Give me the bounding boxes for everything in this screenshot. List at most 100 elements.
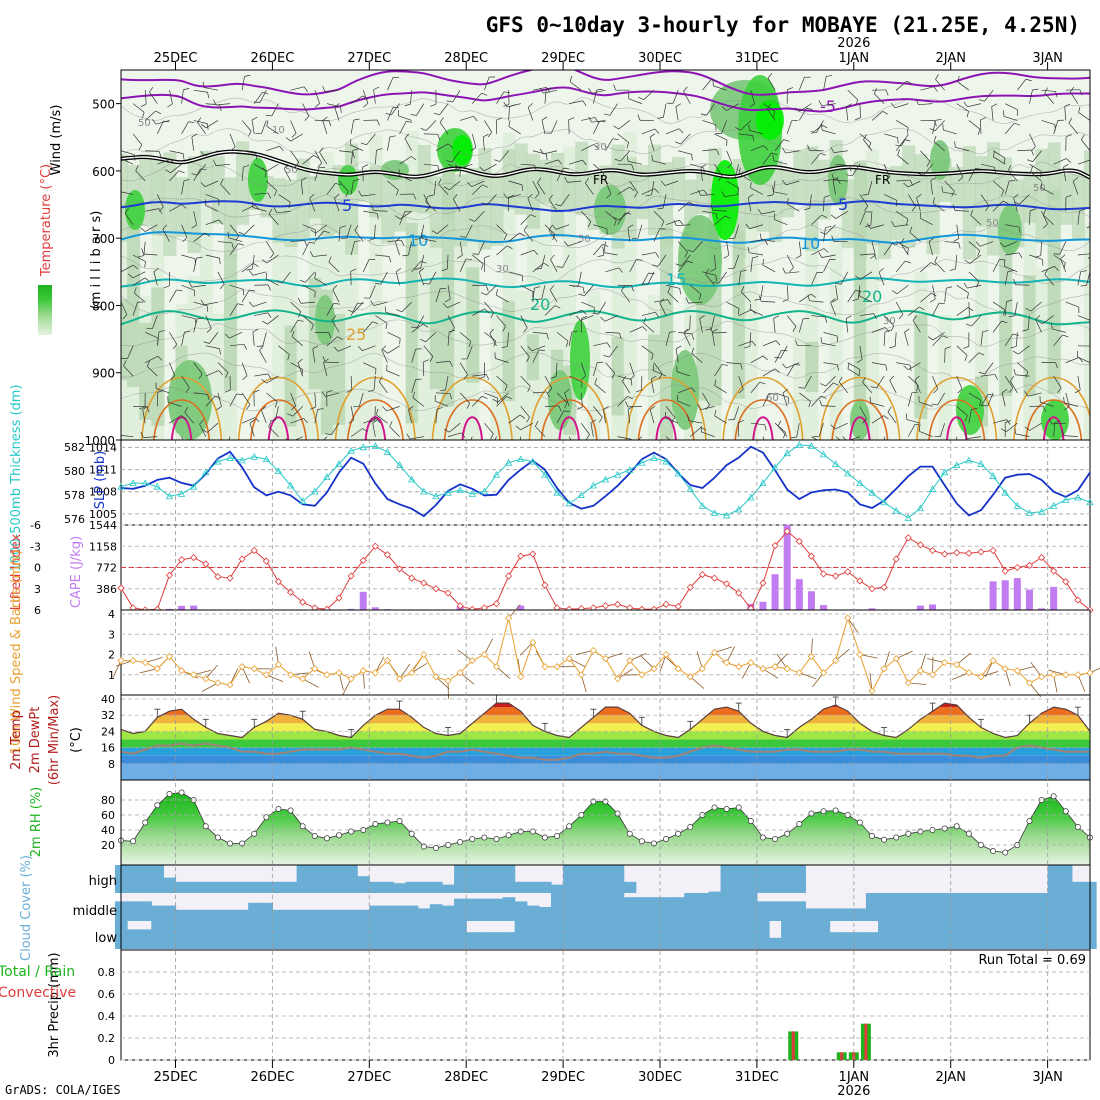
wind-barb	[387, 136, 391, 151]
rh-band-mid	[660, 227, 674, 440]
wind-barb-flag	[1006, 299, 1013, 302]
thickness-point	[747, 493, 755, 501]
wind-barb	[900, 243, 909, 256]
wind-barb	[692, 241, 703, 253]
wind-barb	[135, 170, 146, 182]
wind-barb-flag	[891, 221, 895, 227]
wind-barb-flag	[1013, 278, 1016, 285]
cloud-cover-bar	[684, 921, 697, 949]
wind-barb	[350, 144, 364, 152]
rh-point	[214, 834, 221, 841]
wind-barb-flag	[727, 163, 733, 169]
wind-barb-flag	[820, 383, 826, 387]
cloud-cover-bar	[938, 893, 952, 921]
wind-barb	[908, 306, 920, 316]
wind-barb	[750, 90, 755, 104]
wind-barb	[811, 272, 818, 286]
wind-barb	[847, 368, 861, 377]
wind-barb	[711, 331, 715, 346]
wind-barb-flag	[1022, 329, 1029, 332]
wind-barb	[750, 239, 765, 242]
wind-barb	[847, 362, 861, 370]
wind-barb-flag	[911, 206, 916, 212]
wind-barb	[1042, 315, 1054, 325]
lifted-index-point	[832, 572, 840, 580]
wind-barb	[1015, 374, 1030, 377]
wind-barb	[871, 241, 876, 256]
wind-barb	[883, 133, 898, 138]
wind-barb	[544, 224, 556, 235]
thickness-point	[117, 482, 125, 490]
cloud-cover-bar	[744, 893, 758, 921]
wind-barb	[363, 362, 377, 369]
wind-barb	[395, 271, 400, 286]
wind-barb	[782, 392, 788, 407]
wind-barb-flag	[401, 240, 405, 246]
cloud-cover-bar	[599, 893, 613, 921]
wind-barb-flag	[673, 220, 677, 226]
wind-barb	[350, 302, 358, 316]
wind-barb	[683, 333, 691, 346]
wind-barb-flag	[687, 414, 689, 421]
contour-label: 15	[666, 270, 686, 289]
wind-barb-flag	[807, 294, 810, 301]
thickness-point	[953, 461, 961, 469]
cloud-cover-bar	[769, 865, 782, 893]
wind-barb	[733, 406, 740, 420]
wind-barb-flag	[654, 128, 660, 134]
wind-barb	[1004, 271, 1009, 286]
wind-barb	[1043, 214, 1054, 225]
isotherm-35-contour	[752, 416, 774, 440]
wind-barb	[690, 427, 702, 437]
cloud-cover-bar	[429, 921, 443, 949]
wind-barb-flag	[626, 155, 629, 162]
wind-barb-flag	[564, 402, 568, 409]
wind-barb	[883, 194, 897, 201]
wind-barb-flag	[906, 218, 909, 225]
wind-barb	[580, 362, 587, 377]
cloud-cover-bar	[587, 865, 601, 893]
wind-barb	[726, 241, 730, 256]
surface-wind-barb	[896, 650, 913, 659]
wind-barb-flag	[534, 286, 541, 289]
wind-barb	[266, 163, 279, 172]
rh-band-mid	[1023, 275, 1037, 397]
wind-barb-flag	[774, 357, 781, 359]
wind-barb	[993, 419, 1007, 424]
isotherm-35-contour	[267, 416, 290, 440]
wind-barb	[523, 230, 534, 242]
rh-contour-line	[121, 319, 1090, 347]
wind-barb	[956, 307, 969, 316]
wind-barb-flag	[309, 193, 315, 199]
wind-barb-flag	[625, 212, 632, 215]
wind-barb-flag	[718, 175, 723, 182]
wind-barb	[267, 315, 279, 325]
top-year-label: 2026	[837, 36, 870, 51]
lifted-index-point	[1001, 567, 1009, 575]
wind-barb	[350, 376, 353, 391]
wind-barb-flag	[158, 206, 164, 212]
rh-band-light	[793, 323, 807, 440]
wind-barb	[714, 385, 727, 394]
wind-barb-flag	[144, 277, 151, 282]
wind-barb	[569, 159, 583, 165]
wind-barb-flag	[807, 144, 810, 151]
top-date-label: 25DEC	[154, 51, 198, 66]
cloud-cover-bar	[708, 893, 722, 921]
wind-barb-flag	[965, 323, 972, 327]
wind-barb	[796, 423, 800, 438]
rh-contour-label: 50	[285, 165, 298, 176]
cloud-cover-bar	[720, 893, 734, 921]
isotherm-30-contour	[347, 399, 404, 440]
wind-barb	[1004, 301, 1007, 316]
wind-barb-flag	[297, 358, 303, 364]
wind-barb	[290, 86, 305, 91]
thickness-point	[904, 513, 912, 521]
isotherm-25-contour	[916, 376, 998, 440]
rh-band-light	[1083, 222, 1090, 440]
wind-barb	[484, 301, 494, 313]
wind-barb-flag	[684, 251, 688, 258]
wind-barb	[1029, 163, 1042, 172]
wind-barb-flag	[919, 212, 922, 219]
wind-barb-flag	[326, 389, 333, 393]
